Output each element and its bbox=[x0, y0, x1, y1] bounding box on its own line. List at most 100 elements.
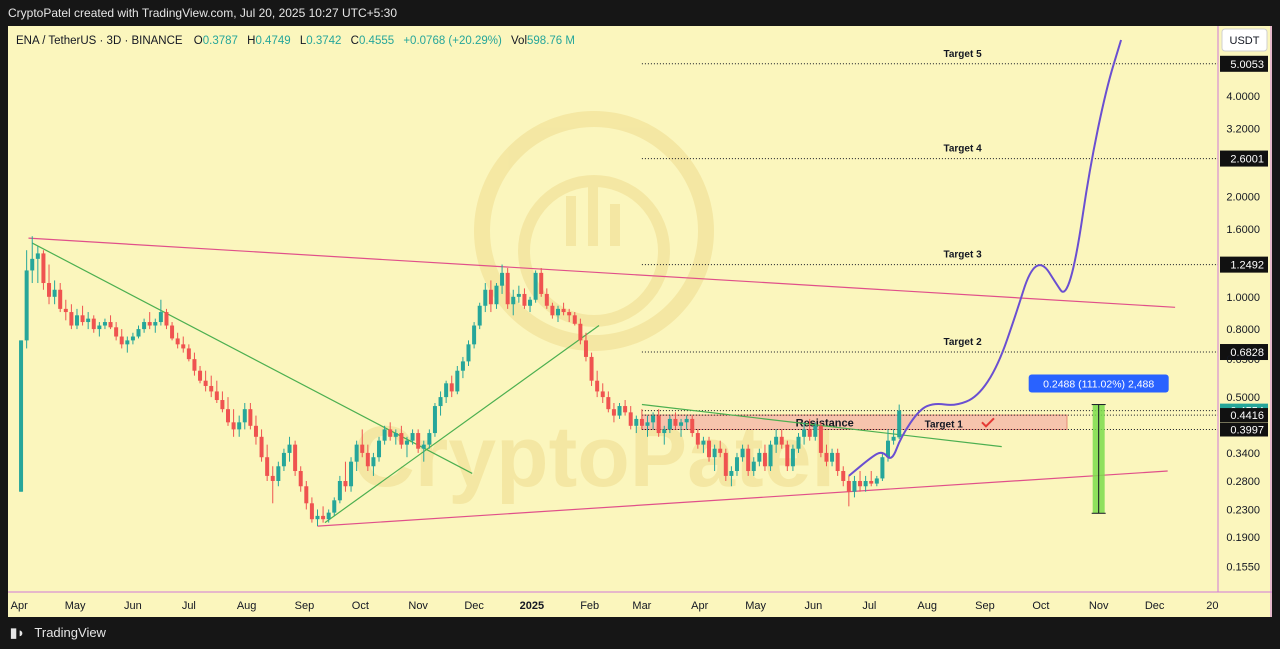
time-tick-label: Apr bbox=[11, 600, 28, 612]
measure-tool: 0.2488 (111.02%) 2,488 bbox=[1028, 374, 1169, 514]
candle-body bbox=[444, 383, 449, 398]
candle-body bbox=[785, 444, 790, 467]
candle-body bbox=[779, 436, 784, 445]
candle-body bbox=[488, 289, 493, 305]
trendline bbox=[641, 403, 1002, 448]
candle-body bbox=[337, 480, 342, 501]
candle-body bbox=[242, 409, 247, 423]
target-price-tag bbox=[1220, 55, 1268, 72]
target-1-label: Target 1 bbox=[925, 419, 964, 430]
candle-body bbox=[321, 515, 326, 520]
target-label: Target 5 bbox=[943, 49, 982, 60]
candle-body bbox=[600, 391, 605, 398]
candle-body bbox=[293, 444, 298, 472]
candle-body bbox=[41, 253, 46, 284]
price-tick-label: 0.5000 bbox=[1226, 392, 1260, 404]
price-tag-label: 0.3997 bbox=[1230, 424, 1264, 436]
candle-body bbox=[449, 383, 454, 392]
candle-body bbox=[270, 475, 275, 481]
candle-body bbox=[354, 444, 359, 462]
change-value: +0.0768 (+20.29%) bbox=[403, 35, 502, 47]
currency-button[interactable]: USDT bbox=[1221, 28, 1268, 52]
candle-body bbox=[897, 410, 902, 438]
candle-body bbox=[281, 452, 286, 467]
candle-body bbox=[874, 478, 879, 484]
candle-body bbox=[371, 457, 376, 467]
candle-body bbox=[522, 293, 527, 306]
price-tag-label: 0.4416 bbox=[1230, 410, 1264, 422]
candle-body bbox=[58, 289, 63, 309]
candle-body bbox=[762, 452, 767, 467]
candle-body bbox=[192, 359, 197, 371]
candle-body bbox=[684, 418, 689, 423]
candle-body bbox=[265, 457, 270, 476]
candle-body bbox=[567, 312, 572, 316]
vol-value: 598.76 M bbox=[527, 35, 575, 47]
checkmark-icon bbox=[981, 417, 995, 428]
time-tick-label: Jul bbox=[182, 600, 196, 612]
target-price-tag bbox=[1220, 256, 1268, 273]
attribution-text: CryptoPatel created with TradingView.com… bbox=[8, 6, 397, 20]
candle-body bbox=[343, 480, 348, 487]
price-tick-label: 0.2800 bbox=[1226, 476, 1260, 488]
candle-body bbox=[617, 406, 622, 416]
candle-body bbox=[102, 322, 107, 326]
price-chart[interactable]: CryptoPatel Resistance Target 1 Target 55… bbox=[8, 26, 1272, 617]
candle-body bbox=[734, 457, 739, 472]
candle-body bbox=[466, 344, 471, 362]
candle-body bbox=[589, 356, 594, 381]
candle-body bbox=[561, 308, 566, 313]
candle-body bbox=[287, 444, 292, 453]
candle-body bbox=[63, 308, 68, 313]
symbol-legend: ENA / TetherUS · 3D · BINANCE O0.3787 H0… bbox=[16, 35, 575, 47]
price-tick-label: 1.0000 bbox=[1226, 292, 1260, 304]
price-tag bbox=[1220, 422, 1268, 437]
candle-body bbox=[349, 461, 354, 487]
candle-body bbox=[701, 440, 706, 445]
candle-body bbox=[511, 296, 516, 305]
candle-body bbox=[404, 440, 409, 445]
candle-body bbox=[186, 348, 191, 360]
attribution-bar: CryptoPatel created with TradingView.com… bbox=[0, 0, 1280, 26]
tradingview-footer: ▮◗ TradingView bbox=[0, 617, 1280, 649]
trendline bbox=[324, 325, 600, 524]
candle-body bbox=[365, 452, 370, 467]
candle-body bbox=[662, 429, 667, 434]
candle-body bbox=[707, 440, 712, 458]
candle-body bbox=[298, 471, 303, 487]
candle-body bbox=[628, 412, 633, 426]
time-tick-label: Oct bbox=[1032, 600, 1049, 612]
candle-body bbox=[556, 308, 560, 316]
candle-body bbox=[712, 448, 717, 458]
price-tick-label: 1.6000 bbox=[1226, 224, 1260, 236]
candle-body bbox=[393, 433, 398, 437]
high-value: 0.4749 bbox=[255, 35, 290, 47]
candle-body bbox=[539, 272, 544, 294]
time-tick-label: Sep bbox=[975, 600, 995, 612]
candle-body bbox=[667, 418, 672, 430]
candle-body bbox=[634, 418, 639, 426]
candle-body bbox=[421, 444, 426, 449]
footer-brand: TradingView bbox=[34, 625, 106, 640]
candle-body bbox=[813, 425, 818, 437]
candle-body bbox=[175, 338, 180, 345]
candle-body bbox=[198, 370, 203, 381]
price-tick-label: 0.6500 bbox=[1226, 354, 1260, 366]
symbol-name: ENA / TetherUS · 3D · BINANCE bbox=[16, 35, 183, 47]
candle-body bbox=[382, 429, 387, 441]
price-tick-label: 0.1550 bbox=[1226, 562, 1260, 574]
price-tick-label: 4.0000 bbox=[1226, 91, 1260, 103]
candle-body bbox=[863, 480, 868, 487]
candle-body bbox=[852, 480, 857, 492]
candle-body bbox=[796, 436, 801, 449]
candle-body bbox=[835, 452, 840, 472]
candle-body bbox=[360, 444, 365, 453]
candle-body bbox=[583, 340, 588, 357]
candlesticks bbox=[19, 236, 902, 527]
candle-body bbox=[253, 425, 258, 437]
price-tick-label: 0.3400 bbox=[1226, 448, 1260, 460]
candle-body bbox=[528, 299, 533, 306]
candle-body bbox=[164, 312, 169, 326]
currency-label: USDT bbox=[1230, 35, 1260, 47]
